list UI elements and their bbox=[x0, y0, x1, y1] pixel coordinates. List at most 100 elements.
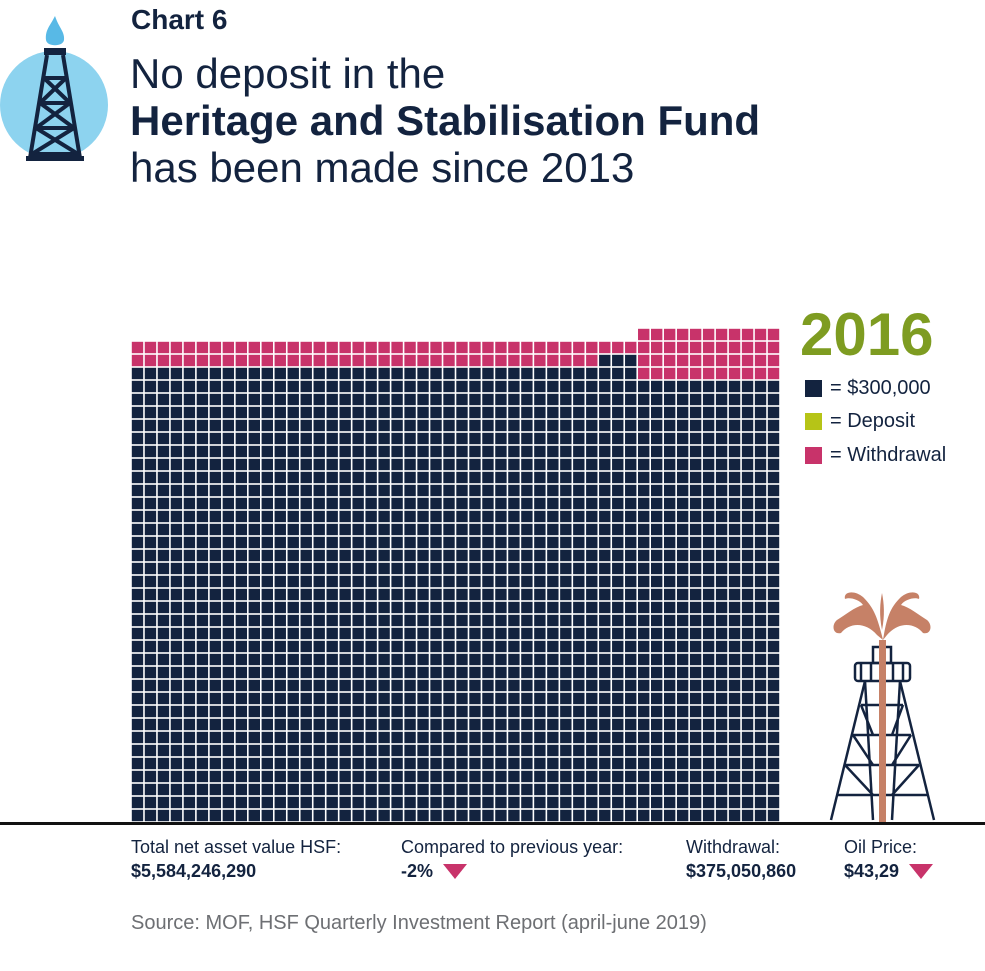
waffle-square-asset bbox=[404, 497, 416, 510]
waffle-square-asset bbox=[547, 510, 559, 523]
waffle-square-asset bbox=[702, 575, 715, 588]
waffle-square-asset bbox=[352, 588, 364, 601]
waffle-square-asset bbox=[676, 757, 689, 770]
waffle-square-asset bbox=[378, 666, 390, 679]
waffle-square-asset bbox=[508, 484, 520, 497]
waffle-square-asset bbox=[651, 783, 663, 796]
waffle-square-asset bbox=[430, 497, 442, 510]
waffle-square-asset bbox=[339, 770, 351, 783]
waffle-square-asset bbox=[144, 744, 157, 757]
waffle-square-asset bbox=[287, 601, 299, 614]
waffle-square-withdrawal bbox=[430, 341, 442, 354]
waffle-square-asset bbox=[339, 419, 351, 432]
waffle-square-asset bbox=[702, 484, 715, 497]
waffle-square-asset bbox=[625, 809, 637, 822]
waffle-square-asset bbox=[183, 406, 196, 419]
waffle-square-asset bbox=[663, 770, 676, 783]
waffle-square-asset bbox=[741, 614, 754, 627]
waffle-square-asset bbox=[144, 445, 157, 458]
waffle-square-asset bbox=[430, 666, 442, 679]
waffle-square-asset bbox=[378, 536, 390, 549]
waffle-square-asset bbox=[715, 757, 728, 770]
waffle-square-asset bbox=[404, 692, 416, 705]
waffle-square-asset bbox=[469, 523, 481, 536]
waffle-square-asset bbox=[391, 458, 403, 471]
waffle-square-asset bbox=[391, 445, 403, 458]
waffle-square-asset bbox=[157, 562, 170, 575]
waffle-square-asset bbox=[404, 523, 416, 536]
waffle-square-asset bbox=[157, 367, 170, 380]
waffle-square-asset bbox=[495, 575, 507, 588]
waffle-square-withdrawal bbox=[235, 341, 248, 354]
waffle-square-asset bbox=[715, 536, 728, 549]
waffle-square-asset bbox=[586, 432, 598, 445]
waffle-square-asset bbox=[274, 718, 286, 731]
waffle-square-asset bbox=[430, 627, 442, 640]
waffle-square-asset bbox=[261, 471, 273, 484]
waffle-square-withdrawal bbox=[754, 367, 767, 380]
waffle-square-asset bbox=[547, 419, 559, 432]
waffle-square-asset bbox=[417, 393, 429, 406]
waffle-square-asset bbox=[365, 458, 377, 471]
waffle-square-asset bbox=[482, 536, 494, 549]
waffle-square-asset bbox=[469, 614, 481, 627]
waffle-square-asset bbox=[235, 471, 248, 484]
waffle-square-asset bbox=[676, 653, 689, 666]
waffle-square-asset bbox=[443, 783, 455, 796]
waffle-square-asset bbox=[754, 744, 767, 757]
waffle-square-asset bbox=[560, 367, 572, 380]
waffle-square-asset bbox=[754, 809, 767, 822]
waffle-square-asset bbox=[313, 614, 325, 627]
waffle-square-asset bbox=[625, 783, 637, 796]
waffle-square-asset bbox=[495, 432, 507, 445]
waffle-square-asset bbox=[715, 640, 728, 653]
waffle-square-asset bbox=[443, 744, 455, 757]
waffle-square-asset bbox=[391, 627, 403, 640]
waffle-square-asset bbox=[663, 640, 676, 653]
waffle-square-asset bbox=[196, 471, 209, 484]
waffle-square-asset bbox=[196, 549, 209, 562]
waffle-square-asset bbox=[482, 757, 494, 770]
waffle-square-asset bbox=[573, 627, 585, 640]
waffle-square-asset bbox=[573, 705, 585, 718]
waffle-square-asset bbox=[573, 640, 585, 653]
waffle-square-asset bbox=[469, 640, 481, 653]
waffle-square-asset bbox=[365, 419, 377, 432]
waffle-square-asset bbox=[391, 588, 403, 601]
waffle-square-asset bbox=[689, 666, 702, 679]
waffle-square-asset bbox=[715, 796, 728, 809]
waffle-square-asset bbox=[261, 731, 273, 744]
waffle-square-asset bbox=[495, 406, 507, 419]
waffle-square-asset bbox=[767, 510, 780, 523]
waffle-square-asset bbox=[651, 445, 663, 458]
waffle-square-asset bbox=[144, 536, 157, 549]
waffle-square-asset bbox=[183, 458, 196, 471]
waffle-square-asset bbox=[767, 718, 780, 731]
waffle-square-asset bbox=[313, 562, 325, 575]
waffle-square-asset bbox=[702, 744, 715, 757]
waffle-square-asset bbox=[222, 705, 235, 718]
waffle-square-asset bbox=[443, 536, 455, 549]
waffle-square-asset bbox=[482, 770, 494, 783]
waffle-square-asset bbox=[144, 432, 157, 445]
waffle-square-asset bbox=[157, 705, 170, 718]
waffle-square-asset bbox=[352, 679, 364, 692]
waffle-square-asset bbox=[521, 380, 533, 393]
waffle-square-asset bbox=[417, 588, 429, 601]
waffle-square-withdrawal bbox=[702, 341, 715, 354]
waffle-square-asset bbox=[391, 393, 403, 406]
waffle-square-withdrawal bbox=[534, 341, 546, 354]
waffle-square-asset bbox=[482, 419, 494, 432]
waffle-square-asset bbox=[339, 705, 351, 718]
waffle-square-asset bbox=[456, 432, 468, 445]
waffle-square-asset bbox=[261, 653, 273, 666]
waffle-square-asset bbox=[339, 536, 351, 549]
waffle-square-asset bbox=[131, 497, 144, 510]
waffle-square-asset bbox=[573, 523, 585, 536]
waffle-square-asset bbox=[612, 406, 624, 419]
waffle-square-asset bbox=[560, 497, 572, 510]
waffle-square-asset bbox=[222, 757, 235, 770]
waffle-square-asset bbox=[625, 380, 637, 393]
waffle-square-asset bbox=[157, 510, 170, 523]
waffle-square-asset bbox=[573, 809, 585, 822]
